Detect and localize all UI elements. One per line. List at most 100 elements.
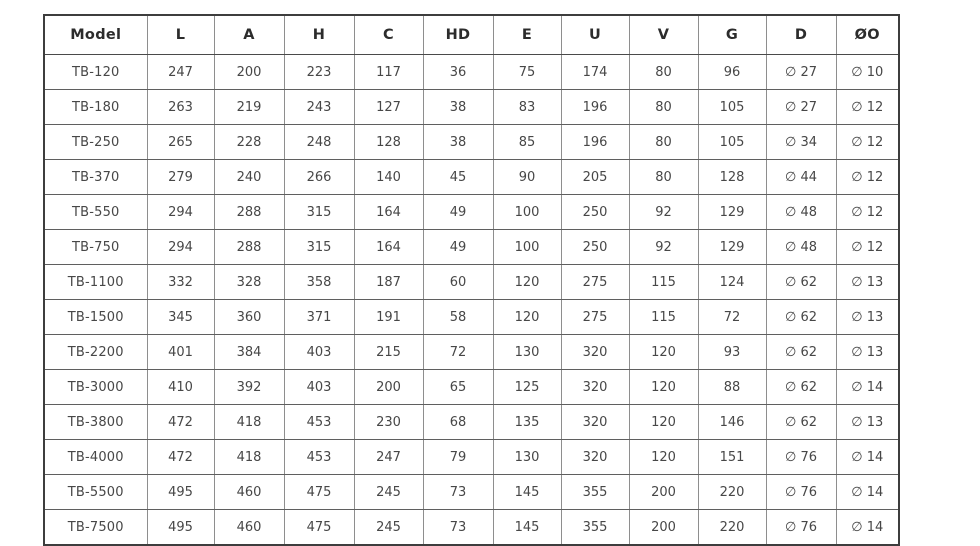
model-cell: TB-250: [43, 124, 148, 160]
value-cell: 49: [422, 194, 494, 230]
value-cell: 245: [353, 474, 424, 510]
value-cell: 401: [146, 334, 215, 370]
value-cell: ∅ 48: [765, 229, 837, 265]
table-row: TB-1100 332 328 358 187 60 120 275 115 124 ∅ 62 ∅ 1…: [43, 264, 900, 300]
value-cell: 130: [492, 334, 562, 370]
value-cell: 92: [628, 229, 699, 265]
value-cell: ∅ 62: [765, 299, 837, 335]
column-header-hd: HD: [422, 14, 494, 55]
value-cell: 332: [146, 264, 215, 300]
value-cell: 145: [492, 509, 562, 546]
value-cell: 191: [353, 299, 424, 335]
value-cell: 80: [628, 159, 699, 195]
value-cell: 151: [697, 439, 767, 475]
value-cell: 215: [353, 334, 424, 370]
value-cell: 403: [283, 369, 355, 405]
value-cell: 200: [628, 474, 699, 510]
value-cell: 100: [492, 229, 562, 265]
value-cell: 120: [492, 264, 562, 300]
value-cell: 315: [283, 229, 355, 265]
column-header-h: H: [283, 14, 355, 55]
value-cell: ∅ 62: [765, 264, 837, 300]
value-cell: 315: [283, 194, 355, 230]
value-cell: 371: [283, 299, 355, 335]
header-row: Model L A H C HD E U V G D ØO: [43, 14, 900, 55]
model-cell: TB-3800: [43, 404, 148, 440]
value-cell: 75: [492, 54, 562, 90]
value-cell: 200: [213, 54, 285, 90]
value-cell: 228: [213, 124, 285, 160]
value-cell: 105: [697, 89, 767, 125]
value-cell: 38: [422, 124, 494, 160]
value-cell: 220: [697, 474, 767, 510]
value-cell: ∅ 14: [835, 439, 900, 475]
value-cell: ∅ 27: [765, 54, 837, 90]
table-row: TB-550 294 288 315 164 49 100 250 92 129 ∅ 48 ∅ 12: [43, 194, 900, 230]
table-row: TB-2200 401 384 403 215 72 130 320 120 93 ∅ 62 ∅ 13: [43, 334, 900, 370]
value-cell: 125: [492, 369, 562, 405]
value-cell: 68: [422, 404, 494, 440]
value-cell: ∅ 48: [765, 194, 837, 230]
column-header-g: G: [697, 14, 767, 55]
value-cell: ∅ 14: [835, 369, 900, 405]
table-row: TB-250 265 228 248 128 38 85 196 80 105 ∅ 34 ∅ 12: [43, 124, 900, 160]
value-cell: 360: [213, 299, 285, 335]
table-row: TB-5500 495 460 475 245 73 145 355 200 220 ∅ 76 ∅ 1…: [43, 474, 900, 510]
table-row: TB-7500 495 460 475 245 73 145 355 200 220 ∅ 76 ∅ 1…: [43, 509, 900, 546]
value-cell: ∅ 13: [835, 334, 900, 370]
value-cell: 205: [560, 159, 630, 195]
value-cell: 73: [422, 509, 494, 546]
value-cell: 88: [697, 369, 767, 405]
value-cell: ∅ 12: [835, 229, 900, 265]
table-row: TB-3800 472 418 453 230 68 135 320 120 146 ∅ 62 ∅ 1…: [43, 404, 900, 440]
value-cell: 472: [146, 404, 215, 440]
value-cell: ∅ 44: [765, 159, 837, 195]
value-cell: 320: [560, 439, 630, 475]
value-cell: 460: [213, 509, 285, 546]
value-cell: 115: [628, 299, 699, 335]
model-cell: TB-1500: [43, 299, 148, 335]
value-cell: 187: [353, 264, 424, 300]
table-row: TB-370 279 240 266 140 45 90 205 80 128 ∅ 44 ∅ 12: [43, 159, 900, 195]
model-cell: TB-2200: [43, 334, 148, 370]
value-cell: 72: [422, 334, 494, 370]
value-cell: ∅ 76: [765, 474, 837, 510]
value-cell: ∅ 13: [835, 264, 900, 300]
table-body: TB-120 247 200 223 117 36 75 174 80 96 ∅ 27 ∅ 10 TB-…: [43, 54, 900, 546]
value-cell: 410: [146, 369, 215, 405]
value-cell: 146: [697, 404, 767, 440]
value-cell: 130: [492, 439, 562, 475]
value-cell: 120: [628, 369, 699, 405]
value-cell: 358: [283, 264, 355, 300]
value-cell: 128: [697, 159, 767, 195]
value-cell: 90: [492, 159, 562, 195]
value-cell: 275: [560, 299, 630, 335]
table-row: TB-180 263 219 243 127 38 83 196 80 105 ∅ 27 ∅ 12: [43, 89, 900, 125]
value-cell: 49: [422, 229, 494, 265]
value-cell: ∅ 10: [835, 54, 900, 90]
column-header-a: A: [213, 14, 285, 55]
value-cell: 83: [492, 89, 562, 125]
value-cell: ∅ 76: [765, 509, 837, 546]
value-cell: 174: [560, 54, 630, 90]
value-cell: 129: [697, 194, 767, 230]
value-cell: 223: [283, 54, 355, 90]
value-cell: 80: [628, 124, 699, 160]
value-cell: 58: [422, 299, 494, 335]
column-header-v: V: [628, 14, 699, 55]
value-cell: 288: [213, 229, 285, 265]
value-cell: 320: [560, 369, 630, 405]
value-cell: 460: [213, 474, 285, 510]
value-cell: 120: [628, 439, 699, 475]
value-cell: 265: [146, 124, 215, 160]
value-cell: 240: [213, 159, 285, 195]
value-cell: 120: [492, 299, 562, 335]
table-row: TB-4000 472 418 453 247 79 130 320 120 151 ∅ 76 ∅ 1…: [43, 439, 900, 475]
value-cell: 250: [560, 194, 630, 230]
value-cell: 145: [492, 474, 562, 510]
value-cell: 320: [560, 334, 630, 370]
value-cell: 164: [353, 229, 424, 265]
value-cell: 36: [422, 54, 494, 90]
value-cell: 135: [492, 404, 562, 440]
value-cell: 120: [628, 404, 699, 440]
